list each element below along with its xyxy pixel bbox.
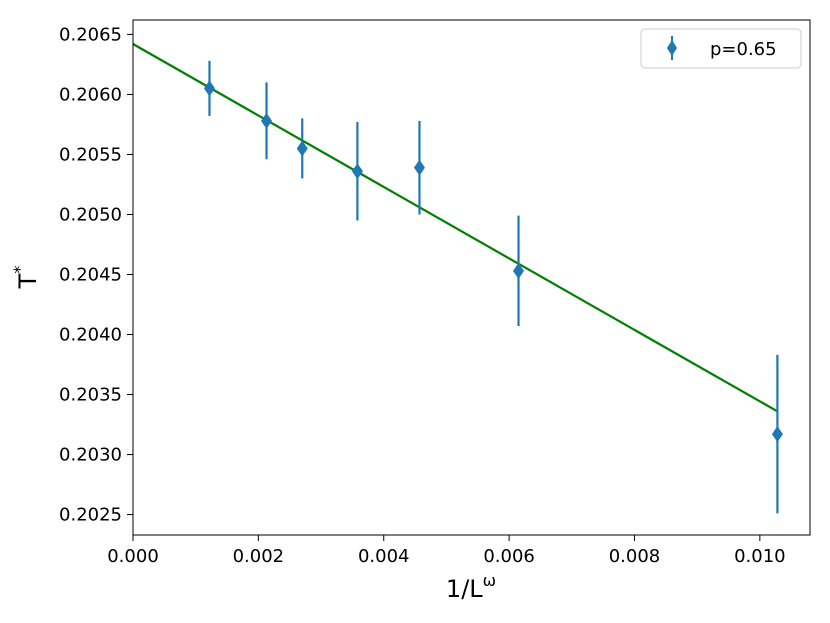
y-tick-label: 0.2025: [59, 505, 122, 526]
fit-line-group: [132, 43, 778, 413]
x-tick-label: 0.006: [483, 546, 535, 567]
y-tick-label: 0.2060: [59, 84, 122, 105]
data-point: [413, 159, 425, 176]
legend-box: [640, 28, 802, 69]
data-points-group: [203, 60, 783, 514]
y-tick-label: 0.2035: [59, 385, 122, 406]
data-point: [296, 140, 308, 157]
x-tick-label: 0.004: [358, 546, 410, 567]
legend-entry-label: p=0.65: [710, 39, 777, 60]
x-axis-ticks: 0.000 0.002 0.004 0.006 0.008 0.010: [107, 535, 786, 567]
legend-marker-diamond-icon: [667, 40, 677, 56]
legend: p=0.65: [640, 28, 802, 69]
y-tick-label: 0.2050: [59, 204, 122, 225]
y-axis-label: T*: [10, 266, 42, 290]
data-point: [771, 426, 783, 443]
y-tick-label: 0.2040: [59, 325, 122, 346]
x-tick-label: 0.008: [609, 546, 661, 567]
data-point: [261, 112, 273, 129]
x-tick-label: 0.002: [233, 546, 285, 567]
y-axis-ticks: 0.2025 0.2030 0.2035 0.2040 0.2045 0.2050 0.20…: [59, 24, 133, 526]
data-point: [351, 163, 363, 180]
x-tick-label: 0.010: [734, 546, 786, 567]
y-tick-label: 0.2045: [59, 264, 122, 285]
plot-frame: [132, 19, 811, 536]
data-point: [203, 80, 215, 97]
y-tick-label: 0.2055: [59, 144, 122, 165]
data-point: [513, 262, 525, 279]
x-tick-label: 0.000: [107, 546, 159, 567]
fit-line: [132, 43, 778, 413]
x-axis-label: 1/Lω: [446, 571, 496, 603]
y-tick-label: 0.2030: [59, 445, 122, 466]
y-tick-label: 0.2065: [59, 24, 122, 45]
